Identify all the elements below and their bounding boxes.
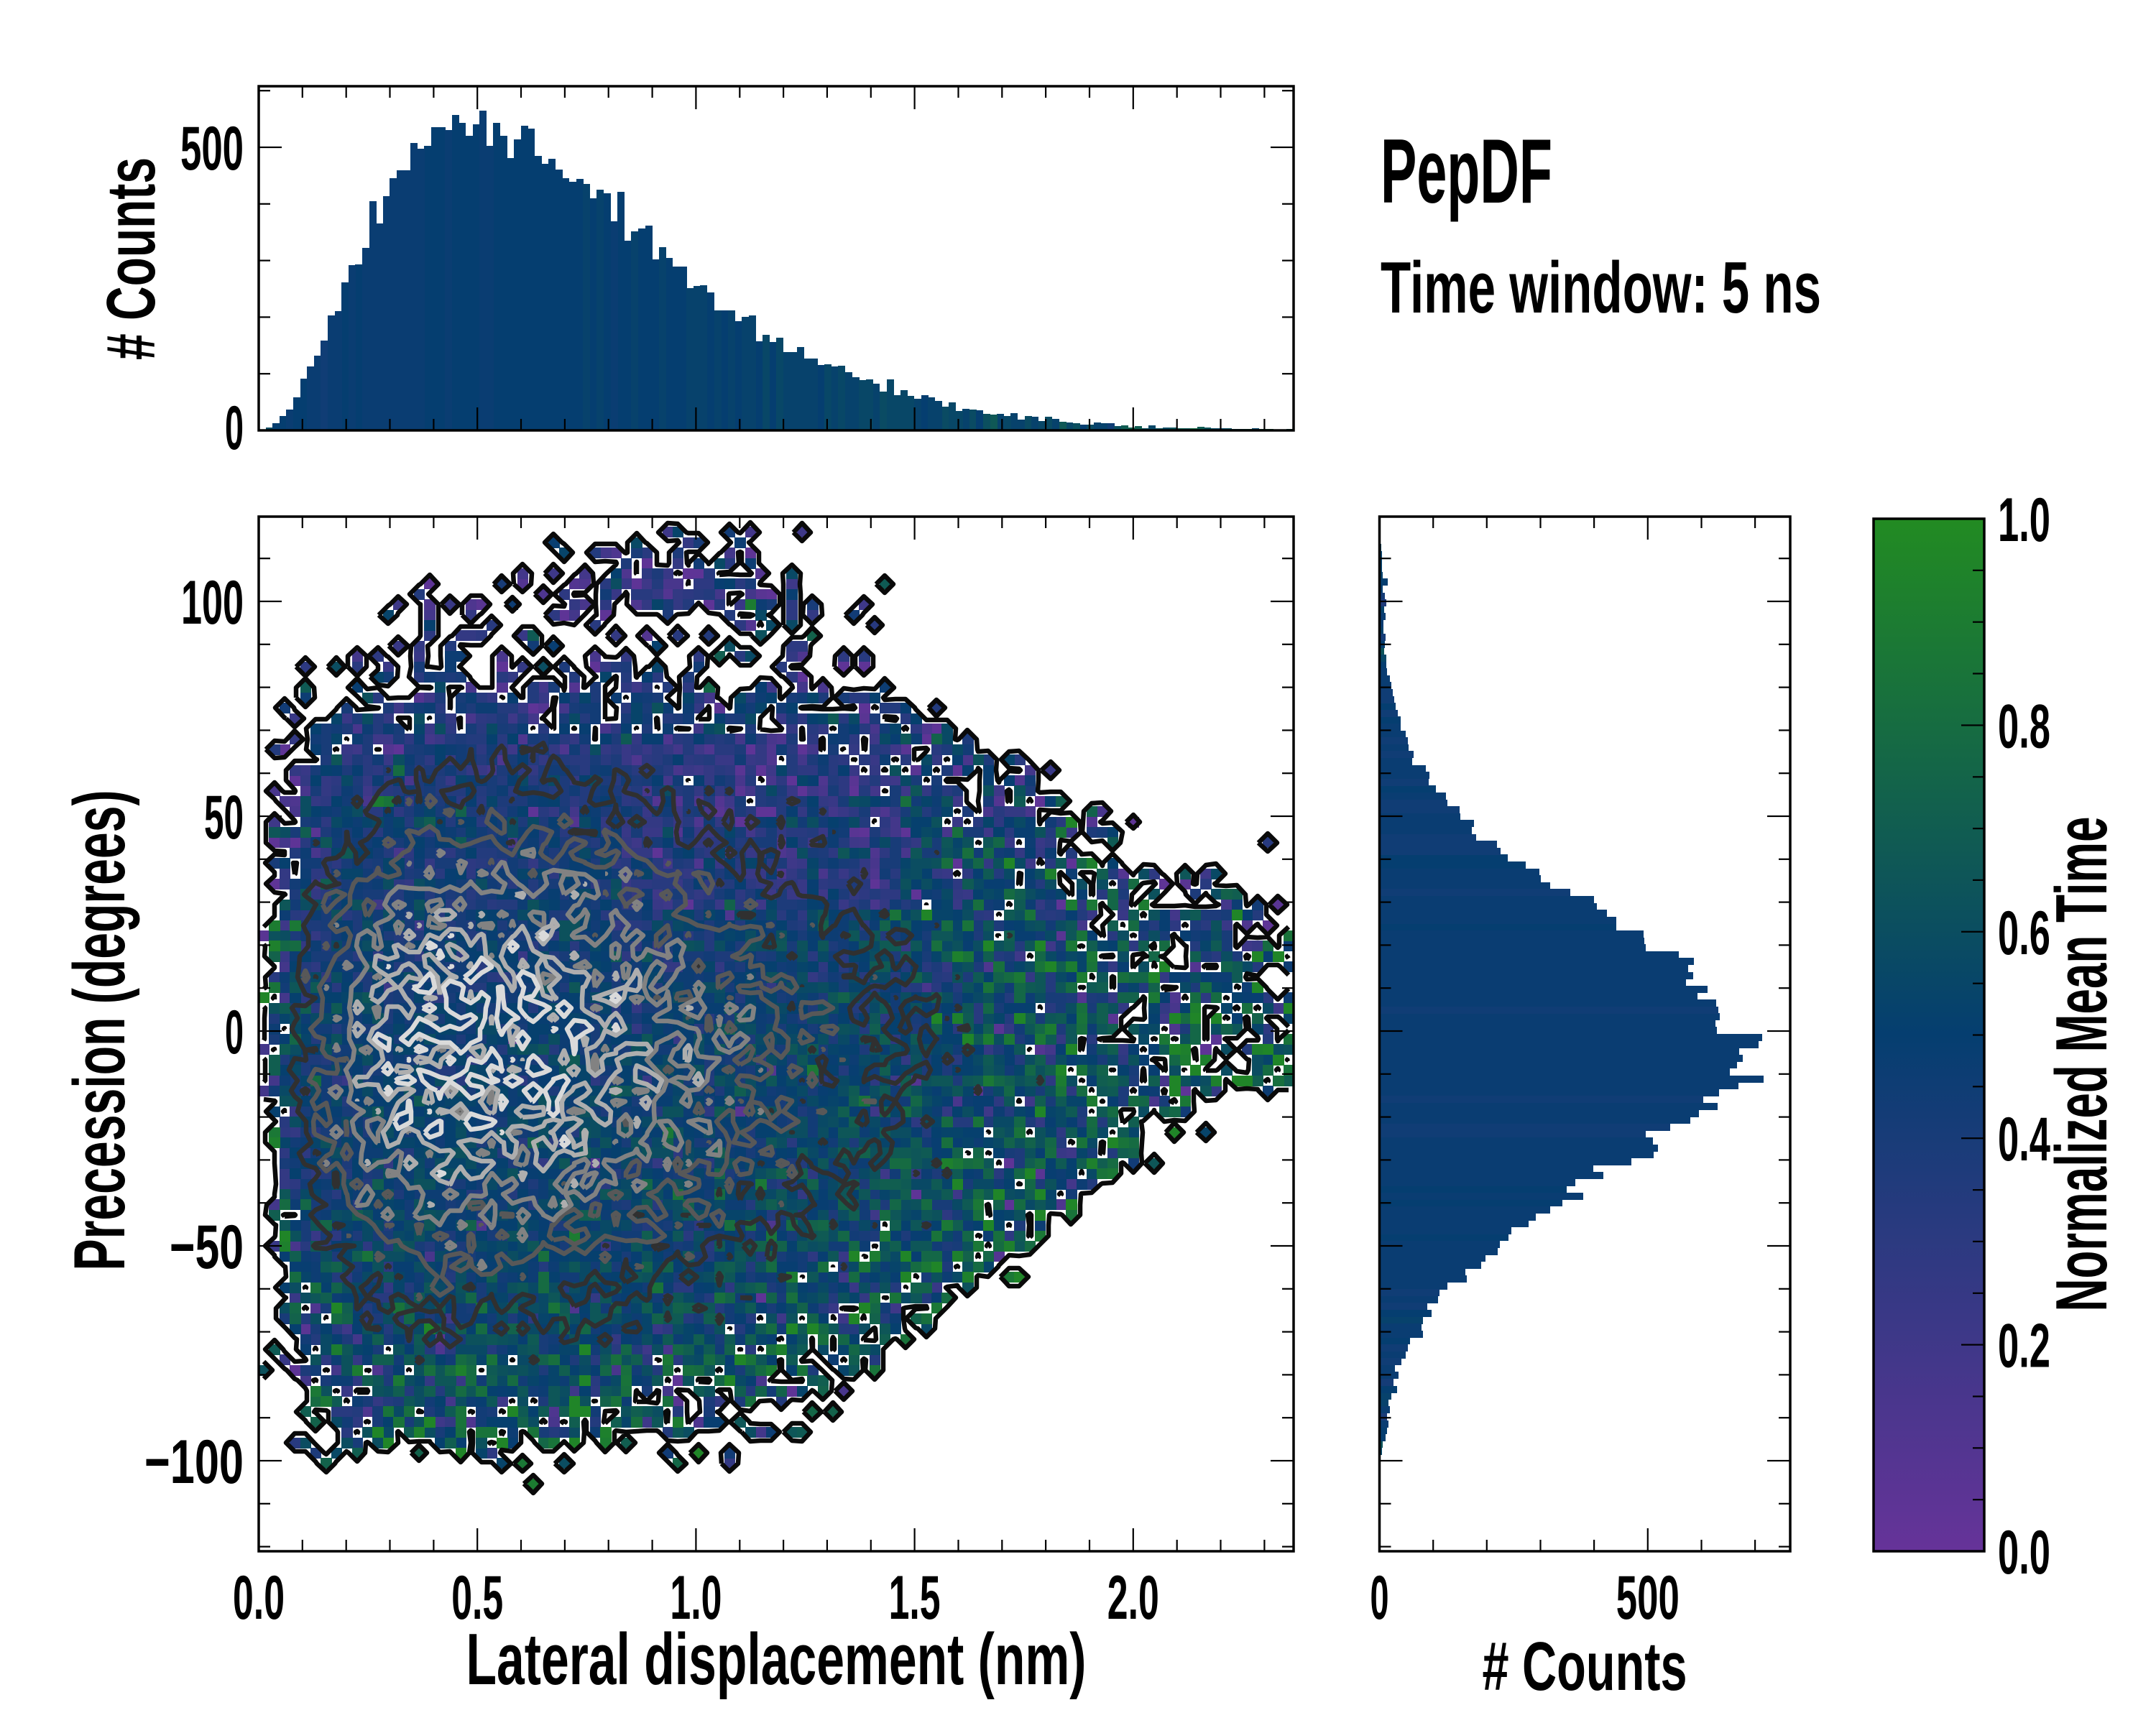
svg-text:1.5: 1.5 <box>889 1563 941 1632</box>
svg-text:0: 0 <box>225 394 244 463</box>
svg-text:Time window: 5 ns: Time window: 5 ns <box>1381 248 1821 328</box>
svg-text:1.0: 1.0 <box>670 1563 722 1632</box>
svg-text:0: 0 <box>225 998 244 1067</box>
svg-text:PepDF: PepDF <box>1381 120 1552 222</box>
svg-text:0.4: 0.4 <box>1998 1105 2050 1174</box>
svg-text:1.0: 1.0 <box>1998 486 2050 555</box>
svg-text:100: 100 <box>181 568 244 637</box>
svg-text:Normalized Mean Time: Normalized Mean Time <box>2042 817 2122 1312</box>
svg-text:# Counts: # Counts <box>93 157 170 360</box>
svg-text:Lateral displacement (nm): Lateral displacement (nm) <box>466 1620 1087 1700</box>
svg-text:−50: −50 <box>170 1213 244 1282</box>
svg-text:50: 50 <box>204 783 244 852</box>
svg-text:500: 500 <box>180 114 244 183</box>
svg-text:0.0: 0.0 <box>233 1563 285 1632</box>
svg-text:0.5: 0.5 <box>451 1563 503 1632</box>
svg-text:0.2: 0.2 <box>1998 1312 2050 1381</box>
svg-text:# Counts: # Counts <box>1483 1628 1687 1705</box>
svg-text:−100: −100 <box>144 1428 244 1497</box>
svg-text:500: 500 <box>1616 1563 1680 1632</box>
svg-text:0.8: 0.8 <box>1998 692 2050 761</box>
svg-text:2.0: 2.0 <box>1107 1563 1159 1632</box>
svg-text:0.0: 0.0 <box>1998 1518 2050 1587</box>
svg-text:0.6: 0.6 <box>1998 899 2050 968</box>
svg-text:Precession (degrees): Precession (degrees) <box>60 790 140 1271</box>
svg-text:0: 0 <box>1370 1563 1389 1632</box>
